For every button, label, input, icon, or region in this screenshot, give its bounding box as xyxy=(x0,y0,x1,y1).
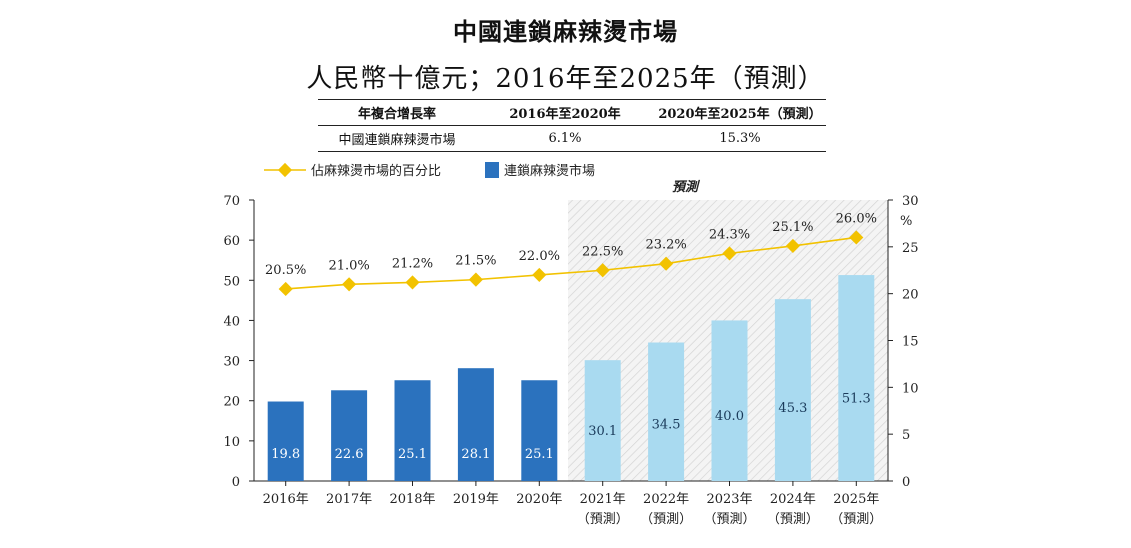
bar xyxy=(648,342,685,481)
x-tick-label: 2021年 xyxy=(580,492,626,507)
bar-value-label: 28.1 xyxy=(461,447,490,462)
bar-value-label: 30.1 xyxy=(588,424,617,439)
right-tick-label: 5 xyxy=(902,428,910,443)
bar-value-label: 25.1 xyxy=(525,447,554,462)
line-marker xyxy=(595,263,610,278)
left-tick-label: 30 xyxy=(223,355,240,370)
right-tick-label: 15 xyxy=(902,335,919,350)
right-tick-label: 10 xyxy=(902,381,919,396)
left-tick-label: 40 xyxy=(223,314,240,329)
line-value-label: 21.2% xyxy=(392,256,433,271)
x-tick-label: 2025年 xyxy=(833,492,879,507)
x-tick-label: 2020年 xyxy=(516,492,562,507)
x-tick-note: （預測） xyxy=(703,512,755,527)
bar-value-label: 19.8 xyxy=(271,447,300,462)
x-tick-note: （預測） xyxy=(577,512,629,527)
x-tick-label: 2019年 xyxy=(453,492,499,507)
left-tick-label: 20 xyxy=(223,395,240,410)
legend-line-label: 佔麻辣燙市場的百分比 xyxy=(311,163,441,179)
line-marker xyxy=(532,267,547,283)
cagr-header-period-1: 2016年至2020年 xyxy=(476,99,654,126)
right-tick-label: 0 xyxy=(902,475,910,490)
bar-value-label: 22.6 xyxy=(335,447,364,462)
line-value-label: 24.3% xyxy=(709,227,750,242)
x-tick-label: 2023年 xyxy=(706,492,752,507)
bar-value-label: 40.0 xyxy=(715,409,744,424)
line-marker xyxy=(849,230,864,245)
cagr-table: 年複合增長率 2016年至2020年 2020年至2025年（預測） 中國連鎖麻… xyxy=(318,99,826,152)
bar xyxy=(267,401,304,481)
bar xyxy=(457,368,494,481)
bar xyxy=(521,380,558,481)
cagr-row-label: 中國連鎖麻辣燙市場 xyxy=(318,125,476,152)
chart-subtitle: 人民幣十億元；2016年至2025年（預測） xyxy=(306,64,825,94)
line-marker xyxy=(342,277,357,292)
left-tick-label: 0 xyxy=(232,475,240,490)
x-tick-note: （預測） xyxy=(640,512,692,527)
line-value-label: 21.5% xyxy=(455,254,496,269)
legend-marker-swatch xyxy=(277,162,293,178)
bar xyxy=(584,360,621,481)
line-value-label: 23.2% xyxy=(645,238,686,253)
bar-value-label: 51.3 xyxy=(842,392,871,407)
x-tick-note: （預測） xyxy=(830,512,882,527)
line-value-label: 21.0% xyxy=(328,258,369,273)
bar-value-label: 25.1 xyxy=(398,447,427,462)
forecast-label: 預測 xyxy=(672,179,701,195)
line-value-label: 26.0% xyxy=(836,211,877,226)
left-tick-label: 60 xyxy=(223,234,240,249)
line-marker xyxy=(468,272,483,287)
x-tick-label: 2016年 xyxy=(263,492,309,507)
line-marker xyxy=(405,275,420,290)
x-tick-label: 2018年 xyxy=(389,492,435,507)
x-tick-label: 2017年 xyxy=(326,492,372,507)
cagr-row-value-1: 6.1% xyxy=(476,125,654,152)
cagr-header-period-2: 2020年至2025年（預測） xyxy=(654,99,826,126)
right-tick-label: 30 xyxy=(902,194,919,209)
legend-bar-swatch xyxy=(485,162,499,178)
line-marker xyxy=(722,246,737,261)
bar xyxy=(394,380,431,481)
line-marker xyxy=(278,281,293,297)
cagr-header-row: 年複合增長率 2016年至2020年 2020年至2025年（預測） xyxy=(318,99,826,126)
right-tick-label: 20 xyxy=(902,288,919,303)
line-value-label: 25.1% xyxy=(772,220,813,235)
left-tick-label: 70 xyxy=(223,194,240,209)
line-value-label: 22.5% xyxy=(582,244,623,259)
chart-title: 中國連鎖麻辣燙市場 xyxy=(453,18,678,46)
cagr-header-label: 年複合增長率 xyxy=(318,99,476,126)
bar xyxy=(774,299,811,481)
line-value-label: 22.0% xyxy=(519,249,560,264)
bar xyxy=(711,320,748,481)
line-value-label: 20.5% xyxy=(265,263,306,278)
bar xyxy=(331,390,368,481)
cagr-row: 中國連鎖麻辣燙市場 6.1% 15.3% xyxy=(318,125,826,152)
left-tick-label: 10 xyxy=(223,435,240,450)
line-marker xyxy=(659,256,674,271)
left-tick-label: 50 xyxy=(223,274,240,289)
x-tick-note: （預測） xyxy=(767,512,819,527)
right-tick-label: 25 xyxy=(902,241,919,256)
right-axis-unit: % xyxy=(900,214,912,229)
cagr-row-value-2: 15.3% xyxy=(654,125,826,152)
x-tick-label: 2024年 xyxy=(770,492,816,507)
bar xyxy=(838,275,875,481)
bar-value-label: 45.3 xyxy=(778,401,807,416)
line-marker xyxy=(785,238,800,253)
x-tick-label: 2022年 xyxy=(643,492,689,507)
bar-value-label: 34.5 xyxy=(652,417,681,432)
percentage-line xyxy=(285,236,857,290)
legend-bar-label: 連鎖麻辣燙市場 xyxy=(504,163,595,179)
